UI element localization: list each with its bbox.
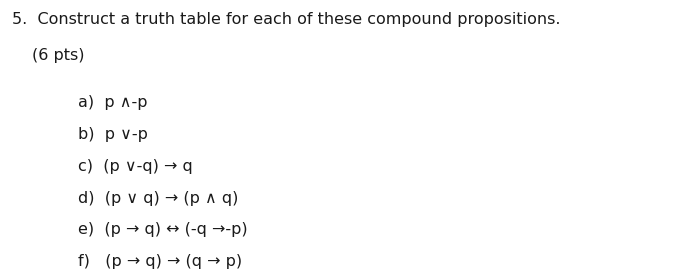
Text: 5.  Construct a truth table for each of these compound propositions.: 5. Construct a truth table for each of t… [12, 12, 561, 27]
Text: c)  (p ∨-q) → q: c) (p ∨-q) → q [78, 159, 192, 174]
Text: f)   (p → q) → (q → p): f) (p → q) → (q → p) [78, 254, 242, 269]
Text: e)  (p → q) ↔ (-q →-p): e) (p → q) ↔ (-q →-p) [78, 222, 247, 238]
Text: b)  p ∨-p: b) p ∨-p [78, 127, 148, 142]
Text: (6 pts): (6 pts) [32, 48, 85, 63]
Text: a)  p ∧-p: a) p ∧-p [78, 95, 147, 111]
Text: d)  (p ∨ q) → (p ∧ q): d) (p ∨ q) → (p ∧ q) [78, 191, 238, 206]
